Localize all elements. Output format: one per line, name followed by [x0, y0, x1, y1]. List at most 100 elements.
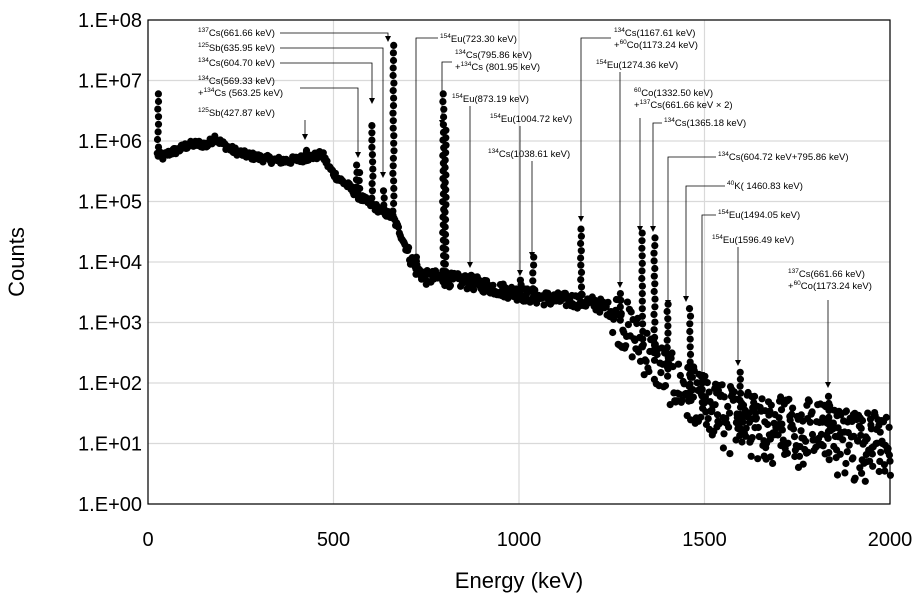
peak-label: 134Cs(795.86 keV) [455, 49, 532, 61]
data-point [698, 392, 706, 400]
data-point [390, 147, 398, 155]
data-point [389, 64, 397, 72]
data-point [767, 453, 775, 461]
data-point [390, 177, 398, 185]
data-point [664, 322, 672, 330]
data-point [577, 247, 585, 255]
data-point [748, 434, 756, 442]
data-point [577, 225, 585, 233]
data-point [529, 269, 537, 277]
data-point [784, 439, 792, 447]
data-point [153, 135, 162, 144]
peak-label: 125Sb(635.95 keV) [198, 42, 275, 54]
arrowhead [517, 270, 523, 276]
data-point [738, 438, 746, 446]
data-point [698, 385, 706, 393]
data-point [577, 261, 585, 269]
data-point [650, 326, 658, 334]
data-point [808, 430, 817, 439]
data-point [752, 414, 761, 422]
data-point [797, 427, 805, 435]
data-point [824, 392, 833, 400]
peak-annotation: 134Cs(1167.61 keV)+60Co(1173.24 keV) [578, 27, 698, 222]
peak-label: +134Cs (801.95 keV) [455, 61, 540, 73]
data-point [698, 379, 706, 387]
data-point [577, 268, 586, 276]
data-point [604, 298, 612, 306]
leader-line [441, 61, 452, 120]
data-point [726, 450, 734, 458]
peak-annotation: 125Sb(635.95 keV) [198, 42, 386, 178]
data-point [390, 139, 398, 147]
data-point [356, 184, 364, 193]
peak-label: 134Cs(569.33 keV) [198, 75, 275, 87]
peak-annotation: 154Eu(723.30 keV) [413, 33, 517, 264]
data-point [441, 208, 449, 216]
data-point [789, 404, 797, 412]
peak-label: 154Eu(1004.72 keV) [490, 113, 572, 125]
data-point [635, 348, 643, 356]
data-point [390, 41, 398, 50]
y-tick-label: 1.E+02 [78, 373, 142, 395]
data-point [651, 318, 659, 326]
data-point [825, 449, 833, 457]
data-point [302, 146, 311, 154]
data-point [842, 459, 850, 468]
data-point [442, 149, 450, 157]
data-point [639, 327, 647, 335]
data-point [442, 253, 450, 261]
data-point [730, 388, 738, 396]
y-tick-labels: 1.E+00 1.E+01 1.E+02 1.E+03 1.E+04 1.E+05 1.E+… [78, 10, 142, 516]
data-point [788, 410, 796, 418]
data-point [154, 90, 162, 98]
data-point [577, 297, 585, 305]
peak-annotation: 40K( 1460.83 keV) [683, 180, 803, 302]
data-point [389, 207, 397, 215]
data-point [638, 229, 646, 237]
data-point [819, 414, 827, 422]
data-point [806, 418, 814, 426]
data-point [651, 234, 659, 242]
data-point [715, 420, 723, 428]
peak-label: 154Eu(1494.05 keV) [718, 209, 800, 221]
data-point [742, 424, 750, 432]
arrowhead [699, 372, 705, 378]
data-point [440, 113, 448, 121]
peak-annotations: 137Cs(661.66 keV) 125Sb(635.95 keV) 134Cs(… [198, 27, 872, 388]
data-point [747, 452, 755, 460]
data-point [775, 414, 783, 422]
peak-label: 40K( 1460.83 keV) [727, 180, 803, 192]
data-point [713, 411, 722, 419]
data-point [774, 431, 782, 439]
data-point [577, 232, 586, 240]
peak-annotation: 60Co(1332.50 keV)+137Cs(661.66 keV × 2) [634, 87, 733, 232]
peak-label: 134Cs(604.72 keV+795.86 keV) [718, 151, 848, 163]
data-point [638, 282, 647, 290]
peak-annotation: 154Eu(1274.36 keV) [596, 59, 678, 288]
data-point [725, 409, 734, 417]
arrowhead [637, 226, 643, 232]
data-point [650, 272, 658, 280]
arrowhead [578, 216, 584, 222]
arrowhead [735, 360, 741, 366]
data-point [868, 450, 877, 458]
data-point [577, 239, 585, 248]
y-tick-label: 1.E+08 [78, 10, 142, 32]
data-point [651, 242, 659, 250]
data-point [736, 396, 744, 404]
data-point [442, 268, 450, 276]
data-point [686, 343, 694, 351]
data-point [697, 413, 705, 421]
data-point [380, 194, 388, 202]
data-point [650, 287, 658, 296]
data-point [529, 292, 538, 301]
data-point [825, 456, 833, 464]
leader-line [701, 214, 716, 372]
data-point [439, 90, 447, 98]
data-point [368, 151, 376, 159]
data-point [440, 105, 448, 113]
data-point [674, 360, 683, 368]
data-point [789, 425, 798, 433]
data-point [686, 312, 695, 320]
data-point [686, 327, 694, 336]
